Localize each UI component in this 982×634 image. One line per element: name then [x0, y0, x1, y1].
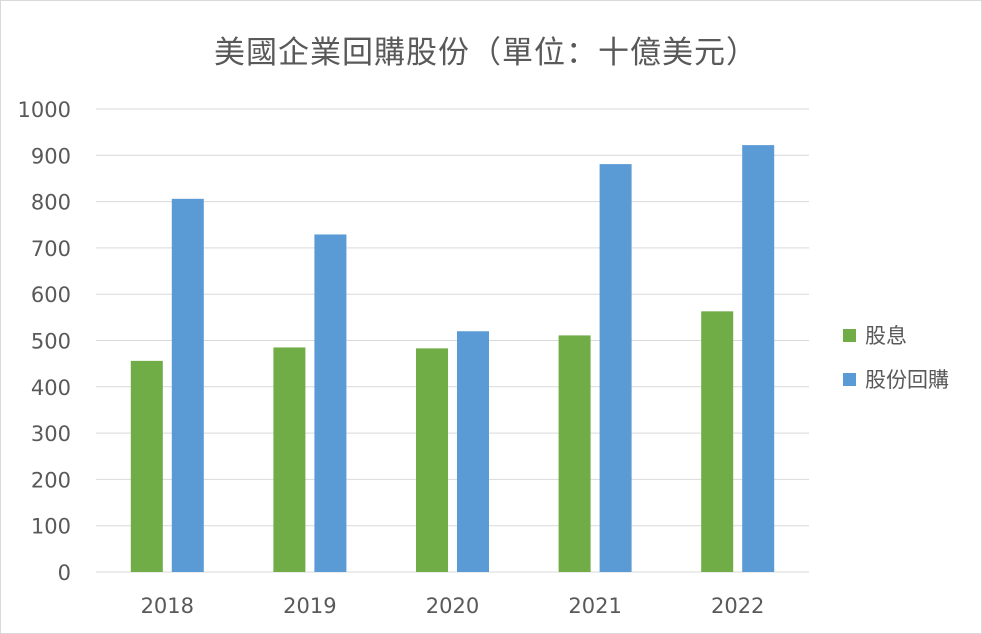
legend-label-buybacks: 股份回購 [865, 368, 949, 392]
chart-title: 美國企業回購股份（單位：十億美元） [214, 35, 758, 71]
y-tick-label: 800 [31, 191, 71, 215]
y-tick-label: 200 [31, 468, 71, 492]
bar-buybacks [171, 198, 204, 572]
y-tick-label: 300 [31, 422, 71, 446]
bar-buybacks [457, 331, 489, 572]
y-tick-label: 500 [31, 330, 71, 354]
bar-buybacks [742, 145, 775, 572]
legend-item-dividends: 股息 [843, 321, 949, 349]
y-tick-label: 400 [31, 376, 71, 400]
bar-dividends [273, 347, 306, 572]
x-tick-label: 2020 [426, 594, 479, 618]
y-tick-label: 900 [31, 144, 71, 168]
y-tick-label: 1000 [18, 98, 71, 122]
y-tick-label: 100 [31, 515, 71, 539]
y-tick-label: 0 [58, 561, 71, 585]
legend-label-dividends: 股息 [865, 324, 907, 348]
bar-buybacks [314, 234, 347, 572]
chart-legend: 股息 股份回購 [843, 321, 949, 409]
x-tick-label: 2021 [568, 594, 621, 618]
bar-dividends [558, 335, 591, 572]
x-tick-label: 2019 [283, 594, 336, 618]
legend-item-buybacks: 股份回購 [843, 365, 949, 393]
bar-buybacks [599, 164, 632, 573]
bar-dividends [416, 348, 448, 572]
bar-dividends [130, 360, 163, 572]
y-tick-label: 600 [31, 283, 71, 307]
y-tick-label: 700 [31, 237, 71, 261]
x-tick-label: 2018 [141, 594, 194, 618]
bar-dividends [701, 311, 734, 572]
legend-swatch-buybacks [843, 372, 856, 386]
legend-swatch-dividends [843, 328, 856, 342]
x-tick-label: 2022 [711, 594, 764, 618]
